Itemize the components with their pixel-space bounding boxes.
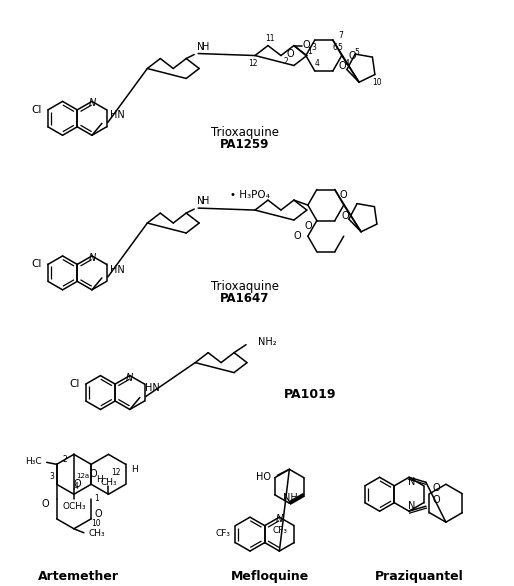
Text: PA1019: PA1019 <box>284 388 336 401</box>
Text: Trioxaquine: Trioxaquine <box>211 280 279 294</box>
Text: CH₃: CH₃ <box>89 529 105 539</box>
Text: CF₃: CF₃ <box>215 529 230 538</box>
Text: HO: HO <box>256 472 271 482</box>
Text: N: N <box>197 196 205 206</box>
Text: H: H <box>202 42 210 52</box>
Text: CH₃: CH₃ <box>100 478 117 487</box>
Text: 5: 5 <box>337 43 342 52</box>
Text: 1: 1 <box>94 495 99 503</box>
Text: NH: NH <box>283 493 298 503</box>
Text: O: O <box>339 61 346 71</box>
Text: H: H <box>96 475 103 484</box>
Text: 6: 6 <box>333 43 337 53</box>
Text: O: O <box>304 220 312 231</box>
Text: H: H <box>131 465 137 474</box>
Text: 2: 2 <box>283 57 288 66</box>
Text: 10: 10 <box>372 78 382 87</box>
Text: HN: HN <box>110 265 124 275</box>
Text: 12: 12 <box>111 468 120 477</box>
Text: N: N <box>197 42 205 52</box>
Text: N: N <box>126 373 134 383</box>
Text: 3: 3 <box>311 43 316 52</box>
Text: N: N <box>408 477 416 488</box>
Text: 7: 7 <box>338 30 343 39</box>
Text: H₃C: H₃C <box>25 457 42 466</box>
Text: N: N <box>408 501 416 511</box>
Text: Mefloquine: Mefloquine <box>231 571 309 584</box>
Text: HN: HN <box>110 110 124 120</box>
Text: PA1647: PA1647 <box>221 292 270 305</box>
Text: CF₃: CF₃ <box>272 526 288 535</box>
Text: NH₂: NH₂ <box>258 337 277 347</box>
Text: N: N <box>88 98 96 108</box>
Text: O: O <box>432 483 440 493</box>
Text: PA1259: PA1259 <box>221 138 270 151</box>
Text: N: N <box>88 253 96 263</box>
Text: 2: 2 <box>62 455 67 464</box>
Text: Cl: Cl <box>69 379 80 389</box>
Text: 1: 1 <box>307 47 312 56</box>
Text: 4: 4 <box>315 59 319 67</box>
Text: 4: 4 <box>74 482 78 490</box>
Text: O: O <box>348 50 356 60</box>
Text: 12: 12 <box>248 59 258 68</box>
Text: 4: 4 <box>345 59 350 67</box>
Text: 12a: 12a <box>77 473 90 479</box>
Text: Trioxaquine: Trioxaquine <box>211 126 279 139</box>
Text: O: O <box>73 479 81 489</box>
Text: O: O <box>302 40 310 50</box>
Text: HN: HN <box>145 383 159 393</box>
Text: O: O <box>89 469 97 479</box>
Text: Praziquantel: Praziquantel <box>375 571 464 584</box>
Text: O: O <box>342 210 350 221</box>
Text: Cl: Cl <box>31 105 42 115</box>
Text: H: H <box>202 196 210 206</box>
Text: 10: 10 <box>91 519 101 529</box>
Text: O: O <box>286 49 294 59</box>
Text: N: N <box>276 514 283 524</box>
Text: Cl: Cl <box>31 260 42 270</box>
Text: 5: 5 <box>355 48 360 57</box>
Text: O: O <box>340 189 347 199</box>
Text: O: O <box>94 509 102 519</box>
Text: OCH₃: OCH₃ <box>62 502 86 512</box>
Text: • H₃PO₄: • H₃PO₄ <box>230 190 270 200</box>
Text: 3: 3 <box>49 472 54 481</box>
Text: O: O <box>293 231 301 241</box>
Text: O: O <box>41 499 49 509</box>
Text: Artemether: Artemether <box>38 571 119 584</box>
Text: O: O <box>432 495 440 505</box>
Text: 11: 11 <box>265 34 274 43</box>
